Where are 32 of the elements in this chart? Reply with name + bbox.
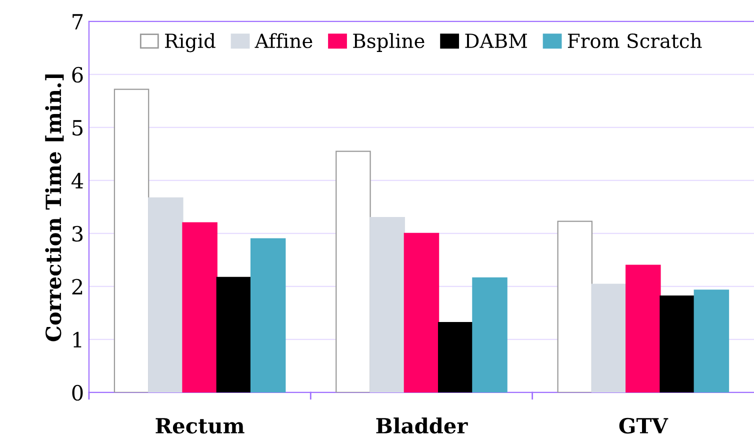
bar <box>182 222 218 392</box>
y-tick-label: 5 <box>72 120 83 136</box>
y-tick-label: 2 <box>72 278 82 294</box>
bar <box>148 197 184 392</box>
bar <box>694 290 730 392</box>
y-tick-label: 1 <box>73 332 82 348</box>
bar <box>114 88 150 392</box>
y-tick-label: 6 <box>72 66 83 83</box>
bar <box>626 264 661 392</box>
bar <box>216 276 252 392</box>
y-tick-label: 7 <box>72 14 83 30</box>
bar <box>336 150 371 392</box>
bar <box>591 284 627 392</box>
bar <box>660 295 695 392</box>
legend-label: Bspline <box>353 33 424 52</box>
bar <box>404 232 440 392</box>
x-tick-label: Bladder <box>376 417 468 434</box>
bar <box>557 220 593 392</box>
x-tick-label: GTV <box>619 418 668 434</box>
legend-label: DABM <box>465 34 528 48</box>
bar <box>438 322 474 392</box>
y-tick-label: 4 <box>71 172 84 188</box>
y-tick-label: 0 <box>72 384 83 401</box>
legend-label: Affine <box>254 33 312 48</box>
bar <box>370 217 405 392</box>
legend-label: Rigid <box>165 33 216 52</box>
y-tick-label: 3 <box>72 226 83 242</box>
y-axis-title: Correction Time [min.] <box>45 74 64 342</box>
bar <box>250 238 286 392</box>
legend-label: From Scratch <box>568 33 702 48</box>
bar <box>472 277 508 392</box>
x-tick-label: Rectum <box>156 418 244 434</box>
